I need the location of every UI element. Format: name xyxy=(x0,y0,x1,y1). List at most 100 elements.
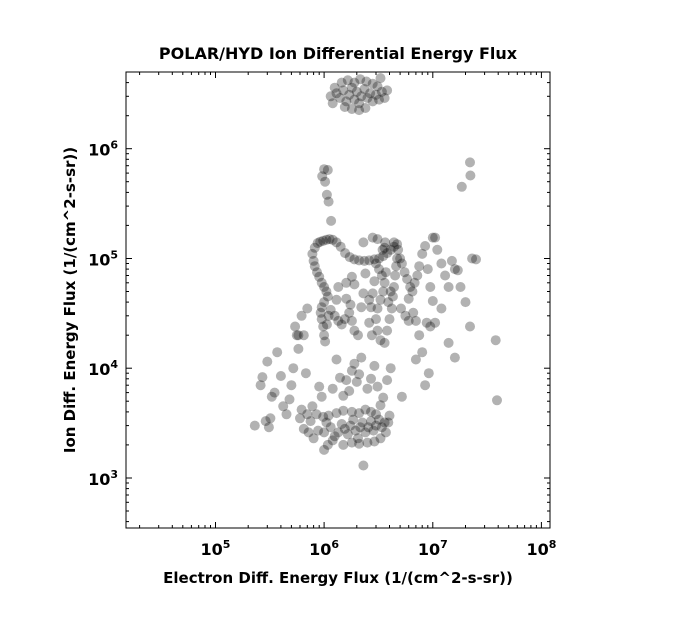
data-point xyxy=(367,288,378,299)
data-point xyxy=(319,282,330,292)
data-point xyxy=(385,363,396,374)
data-point xyxy=(436,303,447,314)
data-point xyxy=(405,282,416,292)
data-point xyxy=(307,248,318,259)
data-point xyxy=(412,270,423,281)
data-point xyxy=(354,255,365,266)
data-point xyxy=(329,431,340,442)
chart-title: POLAR/HYD Ion Differential Energy Flux xyxy=(159,44,518,63)
data-point xyxy=(490,335,501,346)
data-point xyxy=(339,423,350,434)
data-point xyxy=(436,258,447,269)
data-point xyxy=(300,368,311,379)
data-point xyxy=(356,91,367,102)
data-point xyxy=(396,303,406,314)
data-point xyxy=(452,265,463,276)
data-point xyxy=(403,315,414,326)
data-point xyxy=(346,82,357,93)
data-point xyxy=(390,270,401,281)
data-point xyxy=(321,189,332,200)
data-point xyxy=(375,335,386,346)
data-point xyxy=(384,410,395,421)
data-point xyxy=(317,171,328,182)
data-point xyxy=(371,314,381,325)
data-point xyxy=(284,394,295,405)
data-point xyxy=(446,255,457,266)
data-point xyxy=(318,411,329,422)
data-point xyxy=(379,337,390,348)
data-point xyxy=(338,405,349,416)
data-point xyxy=(364,294,375,305)
data-point xyxy=(260,416,271,427)
data-point xyxy=(344,89,355,100)
data-point xyxy=(335,93,345,103)
data-point xyxy=(417,347,428,358)
data-point xyxy=(386,303,397,314)
data-point xyxy=(291,330,302,341)
data-point xyxy=(425,321,436,332)
data-point xyxy=(320,176,331,187)
data-point xyxy=(346,406,357,417)
data-point xyxy=(367,232,378,243)
data-point xyxy=(249,420,260,431)
data-point xyxy=(371,420,381,431)
data-point xyxy=(340,248,351,259)
data-point xyxy=(417,248,428,259)
data-point xyxy=(348,414,359,425)
data-point xyxy=(331,354,342,365)
data-point xyxy=(344,386,355,396)
data-point xyxy=(492,395,502,406)
data-point xyxy=(382,375,393,386)
data-point xyxy=(372,81,383,92)
data-point xyxy=(396,258,407,269)
data-point xyxy=(329,310,340,321)
data-point xyxy=(455,282,466,292)
data-point xyxy=(349,254,360,265)
data-point xyxy=(302,409,313,420)
data-point xyxy=(338,439,349,450)
data-point xyxy=(358,288,369,299)
data-point xyxy=(308,433,319,444)
data-point xyxy=(257,372,268,383)
data-point xyxy=(355,422,366,433)
data-point xyxy=(321,417,332,428)
data-point xyxy=(408,307,419,318)
data-point xyxy=(309,261,320,272)
data-point xyxy=(410,315,421,326)
data-point xyxy=(354,98,365,109)
data-point xyxy=(380,237,391,248)
data-point xyxy=(430,232,441,243)
data-point xyxy=(351,86,362,97)
data-point xyxy=(414,330,425,341)
data-point xyxy=(319,297,330,308)
data-point xyxy=(265,413,276,424)
data-point xyxy=(333,282,344,292)
data-point xyxy=(290,321,301,332)
data-point xyxy=(360,268,371,279)
data-point xyxy=(255,380,266,391)
data-point xyxy=(379,417,390,428)
data-point xyxy=(336,319,347,330)
data-point xyxy=(325,304,336,315)
y-tick-label: 105 xyxy=(88,249,118,270)
data-point xyxy=(361,76,372,87)
data-point xyxy=(323,196,334,207)
data-point xyxy=(360,103,371,113)
data-point xyxy=(288,363,299,374)
data-point xyxy=(399,267,410,278)
data-point xyxy=(460,297,471,308)
data-point xyxy=(366,416,376,427)
data-point xyxy=(346,271,357,282)
data-point xyxy=(360,427,371,438)
data-point xyxy=(308,255,319,266)
data-point xyxy=(421,317,432,328)
data-point xyxy=(366,330,377,341)
data-point xyxy=(295,413,305,424)
data-point xyxy=(349,77,360,88)
data-point xyxy=(327,383,338,394)
data-point xyxy=(427,296,438,306)
data-point xyxy=(382,85,393,96)
data-point xyxy=(395,253,406,264)
data-point xyxy=(341,375,352,386)
